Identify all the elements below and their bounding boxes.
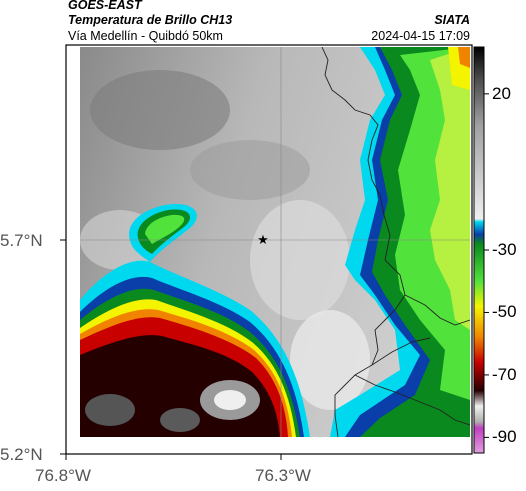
lon-tick-label: 76.8°W xyxy=(35,466,91,485)
colorbar-tick-label: -30 xyxy=(492,240,517,259)
colorbar-tick-label: -70 xyxy=(492,364,517,384)
colorbar-tick-label: -90 xyxy=(492,427,517,447)
lat-tick-label: 5.2°N xyxy=(0,445,43,464)
admin-boundary xyxy=(321,47,406,437)
product-title: Temperatura de Brillo CH13 xyxy=(68,13,233,27)
datetime-label: 2024-04-15 17:09 xyxy=(371,29,470,43)
brightness-temperature-field xyxy=(80,47,470,437)
colorbar-tick-label: -50 xyxy=(492,302,517,322)
lon-tick-label: 76.3°W xyxy=(255,466,311,485)
star-icon: ★ xyxy=(257,233,269,248)
colorbar xyxy=(473,46,485,454)
lat-tick-label: 5.7°N xyxy=(0,231,43,250)
colorbar-tick-label: 20 xyxy=(492,83,511,103)
satellite-title: GOES-EAST xyxy=(68,0,142,12)
region-label: Vía Medellín - Quibdó 50km xyxy=(68,29,223,43)
source-label: SIATA xyxy=(434,13,470,27)
